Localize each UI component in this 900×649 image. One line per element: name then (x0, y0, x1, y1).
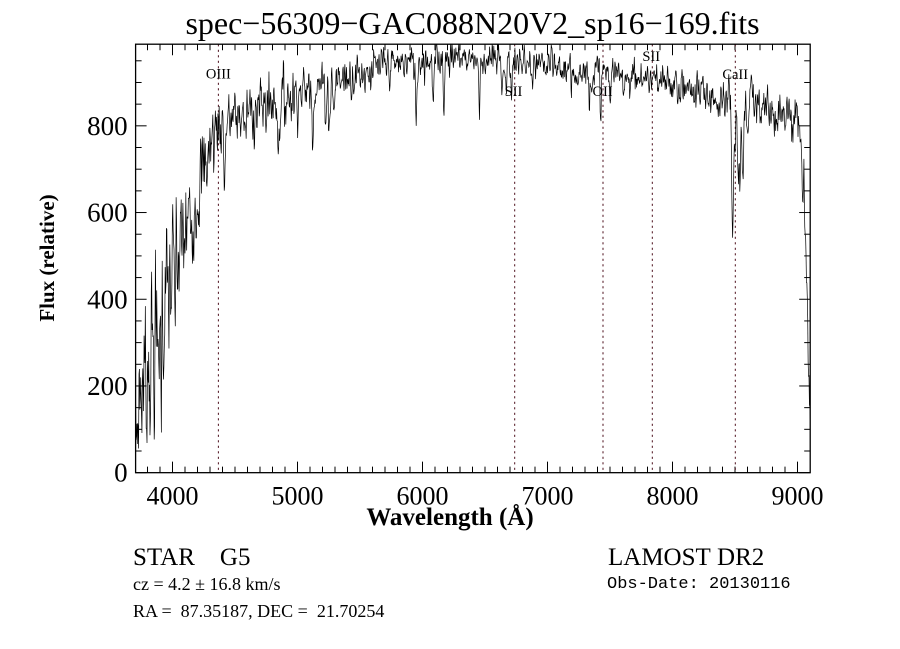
svg-text:4000: 4000 (147, 482, 199, 511)
svg-text:800: 800 (87, 111, 128, 141)
svg-text:SII: SII (642, 49, 660, 65)
svg-text:CaII: CaII (722, 67, 748, 83)
svg-text:400: 400 (87, 284, 128, 314)
svg-text:SII: SII (505, 84, 523, 100)
svg-text:5000: 5000 (272, 482, 324, 511)
svg-text:7000: 7000 (522, 482, 574, 511)
svg-text:600: 600 (87, 198, 128, 228)
svg-text:8000: 8000 (647, 482, 699, 511)
svg-text:0: 0 (114, 458, 128, 488)
svg-text:OIII: OIII (206, 66, 231, 82)
svg-text:9000: 9000 (772, 482, 824, 511)
svg-text:200: 200 (87, 371, 128, 401)
svg-text:6000: 6000 (397, 482, 449, 511)
